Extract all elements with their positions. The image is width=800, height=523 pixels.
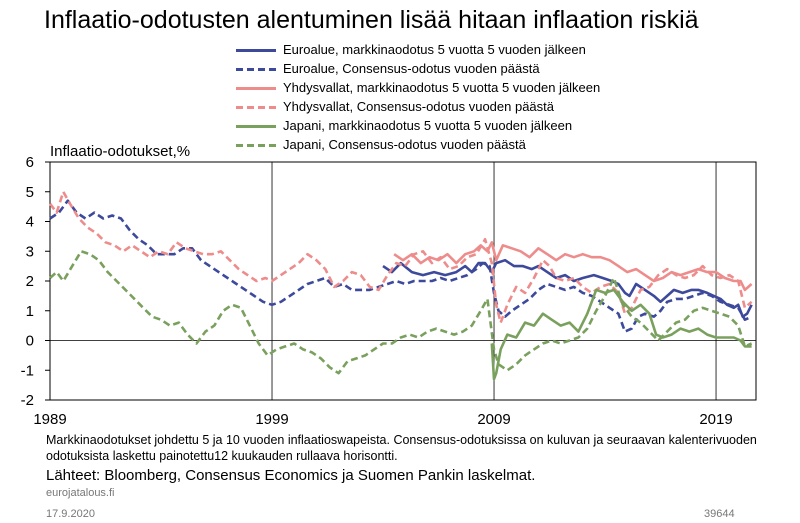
- y-tick-label: 1: [26, 303, 34, 320]
- publish-date: 17.9.2020: [46, 508, 95, 520]
- legend-label: Japani, Consensus-odotus vuoden päästä: [283, 137, 526, 152]
- y-tick-label: 2: [26, 273, 34, 290]
- legend-label: Yhdysvallat, markkinaodotus 5 vuotta 5 v…: [283, 80, 601, 95]
- legend-swatch: [236, 87, 276, 90]
- y-tick-label: 4: [26, 214, 34, 231]
- y-axis-label: Inflaatio-odotukset,%: [50, 143, 191, 160]
- y-tick-label: -1: [21, 362, 34, 379]
- legend-swatch: [236, 68, 276, 71]
- x-tick-label: 1999: [255, 411, 288, 428]
- legend-swatch: [236, 144, 276, 147]
- legend-label: Euroalue, Consensus-odotus vuoden päästä: [283, 61, 540, 76]
- series-line-6: [49, 250, 753, 375]
- site-name: eurojatalous.fi: [46, 487, 115, 499]
- footnote: Markkinaodotukset johdettu 5 ja 10 vuode…: [46, 433, 757, 463]
- x-tick-label: 2019: [699, 411, 732, 428]
- y-tick-label: 3: [26, 243, 34, 260]
- sources-text: Lähteet: Bloomberg, Consensus Economics …: [46, 467, 536, 484]
- series-line-4: [48, 190, 753, 324]
- series-line-5: [490, 288, 752, 381]
- legend-label: Euroalue, markkinaodotus 5 vuotta 5 vuod…: [283, 42, 586, 57]
- legend-label: Yhdysvallat, Consensus-odotus vuoden pää…: [283, 99, 555, 114]
- series-line-3: [393, 241, 753, 292]
- legend-label: Japani, markkinaodotus 5 vuotta 5 vuoden…: [283, 118, 573, 133]
- chart-title: Inflaatio-odotusten alentuminen lisää hi…: [44, 6, 699, 34]
- plot-frame: [49, 161, 757, 401]
- y-tick-label: 6: [26, 154, 34, 171]
- chart-code: 39644: [704, 508, 735, 520]
- x-tick-label: 1989: [33, 411, 66, 428]
- x-tick-label: 2009: [477, 411, 510, 428]
- legend-swatch: [236, 49, 276, 52]
- legend-swatch: [236, 106, 276, 109]
- series-line-2: [49, 199, 753, 333]
- legend-swatch: [236, 125, 276, 128]
- series-line-1: [382, 258, 753, 318]
- y-tick-label: 0: [26, 333, 34, 350]
- y-tick-label: -2: [21, 392, 34, 409]
- y-tick-label: 5: [26, 184, 34, 201]
